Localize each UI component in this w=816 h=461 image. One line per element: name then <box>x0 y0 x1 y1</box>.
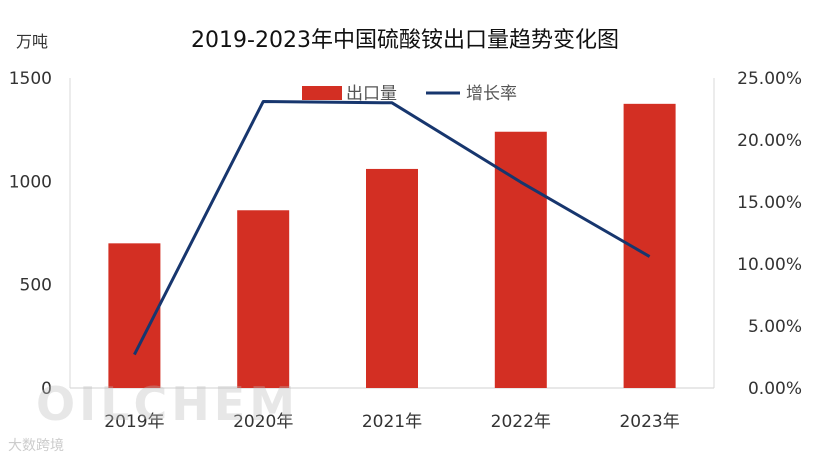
x-tick-label: 2019年 <box>104 412 164 432</box>
y-right-tick-label: 25.00% <box>737 69 802 89</box>
y-left-tick-label: 1000 <box>9 172 52 192</box>
bar-2021年 <box>366 168 418 388</box>
watermark: OILCHEM 大数跨境 <box>8 377 299 454</box>
x-tick-label: 2021年 <box>362 412 422 432</box>
y-right-tick-label: 20.00% <box>737 131 802 151</box>
y-right-tick-label: 15.00% <box>737 193 802 213</box>
bar-2019年 <box>108 243 161 388</box>
legend-bar-label: 出口量 <box>346 84 397 104</box>
bar-2020年 <box>237 210 290 388</box>
y-left-tick-label: 500 <box>20 276 52 296</box>
tick-labels: 0 500 1000 1500 0.00% 5.00% 10.00% 15.00% 20.00%… <box>9 69 802 432</box>
x-tick-label: 2020年 <box>233 412 293 432</box>
legend: 出口量 增长率 <box>302 84 517 104</box>
legend-bar-swatch <box>302 86 342 100</box>
y-right-tick-label: 10.00% <box>737 255 802 275</box>
y-right-tick-label: 5.00% <box>748 317 802 337</box>
watermark-logo: OILCHEM <box>36 377 299 431</box>
y-left-tick-label: 1500 <box>9 69 52 89</box>
y-right-tick-label: 0.00% <box>748 379 802 399</box>
chart-title: 2019-2023年中国硫酸铵出口量趋势变化图 <box>191 28 619 53</box>
x-tick-label: 2023年 <box>619 412 679 432</box>
y-left-tick-label: 0 <box>41 379 52 399</box>
y-left-unit: 万吨 <box>16 32 48 51</box>
bars <box>108 103 676 388</box>
x-tick-label: 2022年 <box>491 412 551 432</box>
watermark-subtext: 大数跨境 <box>8 438 64 454</box>
growth-line-layer <box>133 100 651 356</box>
legend-line-label: 增长率 <box>466 84 517 104</box>
bar-2022年 <box>494 131 547 388</box>
